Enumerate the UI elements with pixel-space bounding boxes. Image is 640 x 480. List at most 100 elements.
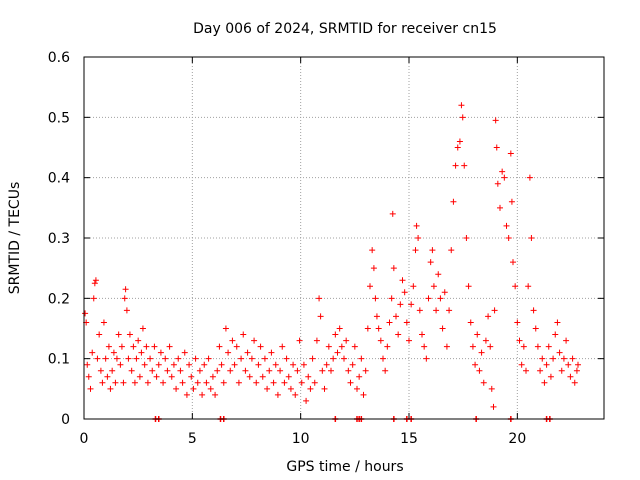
- data-point: [294, 367, 301, 374]
- data-point: [281, 379, 288, 386]
- data-point: [341, 355, 347, 362]
- data-point: [443, 343, 450, 350]
- data-point: [120, 379, 127, 386]
- data-point: [259, 373, 266, 380]
- data-point: [567, 373, 574, 380]
- data-point: [390, 265, 397, 272]
- data-point: [497, 204, 503, 211]
- data-point: [225, 349, 232, 356]
- data-point: [532, 325, 539, 332]
- data-point: [287, 385, 294, 392]
- data-point: [149, 367, 156, 374]
- data-point: [203, 379, 210, 386]
- data-point: [112, 379, 119, 386]
- data-point: [214, 367, 221, 374]
- data-point: [419, 331, 425, 338]
- data-point: [356, 373, 363, 380]
- data-point: [264, 385, 271, 392]
- data-point: [151, 343, 158, 350]
- data-point: [283, 355, 290, 362]
- data-point: [469, 343, 476, 350]
- data-point: [499, 168, 506, 175]
- data-point: [429, 247, 436, 254]
- data-point: [94, 355, 101, 362]
- data-point: [277, 367, 284, 374]
- data-point: [397, 301, 404, 308]
- data-point: [305, 373, 312, 380]
- data-point: [328, 367, 334, 374]
- data-point: [520, 343, 527, 350]
- data-point: [362, 367, 369, 374]
- data-point: [541, 379, 548, 386]
- data-point: [100, 319, 107, 326]
- data-point: [408, 301, 415, 308]
- data-point: [126, 331, 133, 338]
- data-point: [534, 343, 541, 350]
- data-point: [199, 391, 206, 398]
- data-point: [183, 391, 190, 398]
- data-point: [494, 180, 501, 187]
- data-point: [309, 355, 316, 362]
- data-point: [487, 343, 494, 350]
- data-point: [123, 307, 130, 314]
- data-point: [377, 337, 384, 344]
- data-point: [268, 349, 275, 356]
- data-point: [386, 319, 393, 326]
- data-point: [461, 162, 468, 169]
- data-point: [423, 355, 430, 362]
- data-point: [441, 289, 448, 296]
- data-point: [550, 355, 557, 362]
- data-point: [144, 379, 151, 386]
- data-point: [321, 385, 328, 392]
- data-point: [113, 355, 120, 362]
- data-point: [110, 349, 117, 356]
- data-point: [131, 379, 138, 386]
- y-tick-label: 0.6: [48, 50, 70, 66]
- data-point: [91, 280, 98, 287]
- data-point: [558, 367, 565, 374]
- data-point: [130, 343, 137, 350]
- data-point: [433, 307, 440, 314]
- chart-title: Day 006 of 2024, SRMTID for receiver cn1…: [193, 21, 497, 37]
- data-point: [450, 198, 457, 205]
- data-point: [370, 265, 377, 272]
- data-point: [427, 259, 434, 266]
- data-point: [369, 247, 376, 254]
- data-point: [316, 295, 323, 302]
- data-point: [188, 373, 195, 380]
- data-point: [345, 367, 352, 374]
- data-point: [351, 343, 358, 350]
- data-point: [575, 361, 581, 368]
- data-point: [323, 361, 330, 368]
- data-point: [552, 331, 559, 338]
- data-point: [218, 361, 225, 368]
- data-point: [107, 385, 114, 392]
- data-point: [229, 337, 236, 344]
- data-point: [373, 313, 380, 320]
- data-point: [439, 325, 446, 332]
- data-point: [425, 295, 432, 302]
- data-points: [82, 102, 581, 410]
- data-point: [530, 307, 537, 314]
- data-point: [332, 331, 339, 338]
- data-point: [518, 361, 525, 368]
- data-point: [251, 337, 258, 344]
- data-point: [175, 355, 182, 362]
- data-point: [168, 373, 175, 380]
- data-point: [261, 355, 268, 362]
- data-point: [388, 295, 395, 302]
- data-point: [244, 349, 251, 356]
- data-point: [319, 367, 326, 374]
- data-point: [416, 307, 423, 314]
- data-point: [292, 391, 299, 398]
- data-point: [186, 361, 193, 368]
- data-point: [122, 286, 129, 293]
- data-point: [384, 343, 391, 350]
- data-point: [507, 150, 514, 157]
- data-point: [143, 343, 150, 350]
- data-point: [556, 349, 563, 356]
- data-point: [539, 355, 546, 362]
- x-tick-label: 20: [508, 431, 526, 447]
- data-point: [246, 373, 253, 380]
- data-point: [330, 355, 337, 362]
